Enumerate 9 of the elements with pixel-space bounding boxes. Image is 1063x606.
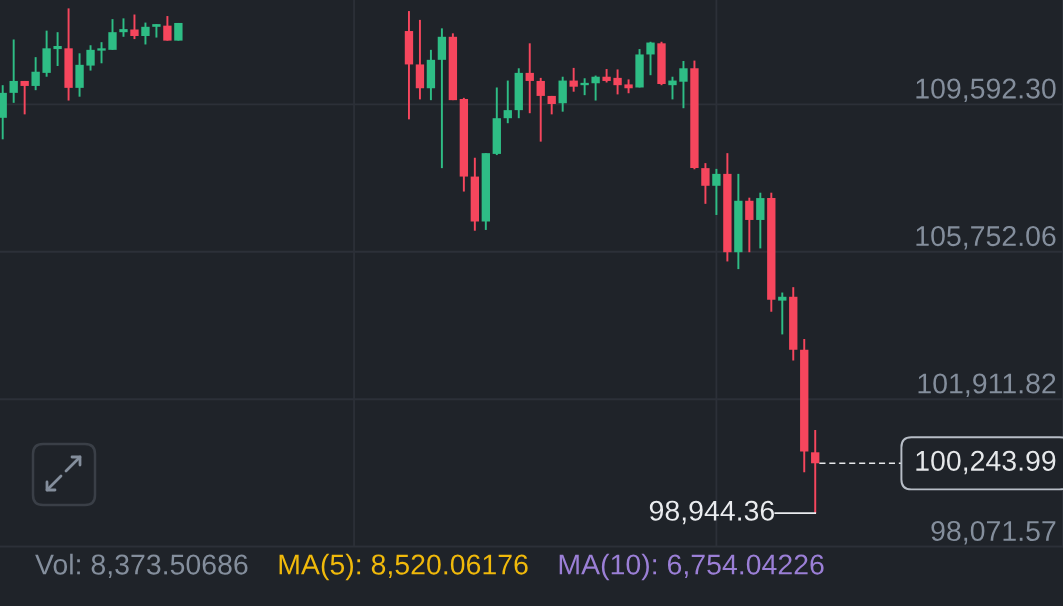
- y-tick-label: 109,592.30: [916, 78, 1056, 103]
- annotation: 98,944.36: [649, 500, 774, 525]
- y-tick-label: 105,752.06: [916, 225, 1056, 250]
- y-tick-label: 98,071.57: [931, 520, 1056, 545]
- y-tick-label: 101,911.82: [918, 373, 1056, 397]
- text: MA(5): 8,520.06176: [279, 553, 528, 581]
- text: MA(10): 6,754.04226: [559, 553, 824, 581]
- text: Vol: 8,373.50686: [35, 553, 248, 579]
- ref-line-label: 100,243.99: [916, 450, 1056, 475]
